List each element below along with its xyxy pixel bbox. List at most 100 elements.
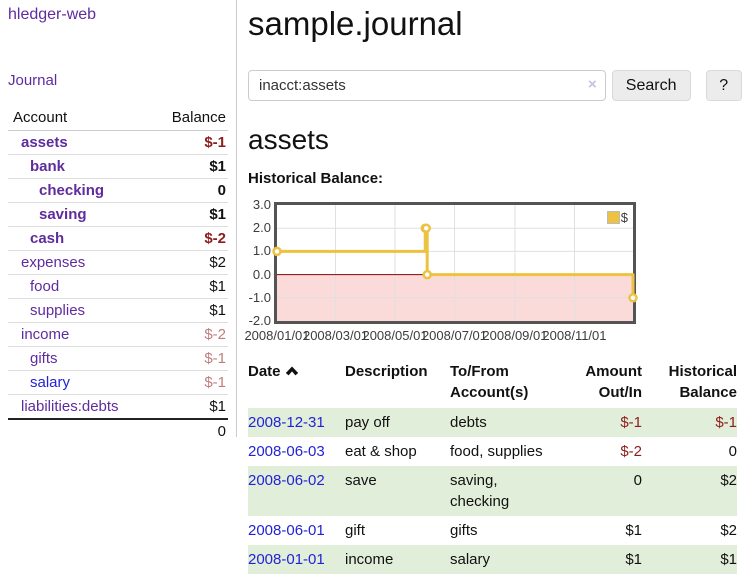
account-balance: $-2 bbox=[149, 226, 228, 251]
account-balance: $1 bbox=[149, 274, 228, 299]
legend-label: $ bbox=[620, 210, 628, 225]
x-axis-tick-label: 2008/03/01 bbox=[302, 328, 369, 343]
balance-column-header: Balance bbox=[149, 106, 228, 131]
x-axis-tick-label: 2008/11/01 bbox=[542, 328, 607, 343]
transaction-row: 2008-06-02 save saving, checking 0 $2 bbox=[248, 466, 737, 516]
y-axis-tick-label: 3.0 bbox=[252, 197, 271, 212]
accounts-column-header: To/From Account(s) bbox=[450, 363, 529, 401]
account-link-assets[interactable]: assets bbox=[21, 134, 68, 151]
y-axis-tick-label: 1.0 bbox=[252, 243, 271, 259]
account-link-bank[interactable]: bank bbox=[30, 158, 66, 175]
register-table: Date Description To/From Account(s) Amou… bbox=[248, 361, 737, 574]
account-balance: $1 bbox=[149, 202, 228, 227]
transaction-row: 2008-01-01 income salary $1 $1 bbox=[248, 545, 737, 574]
account-row-food: food $1 bbox=[8, 274, 228, 299]
transaction-accounts: salary bbox=[450, 551, 491, 568]
sidebar: hledger-web Journal Account Balance asse… bbox=[0, 0, 236, 443]
account-link-liabilities-debts[interactable]: liabilities:debts bbox=[21, 398, 119, 415]
account-link-checking[interactable]: checking bbox=[39, 182, 105, 199]
account-row-checking: checking 0 bbox=[8, 178, 228, 203]
account-row-expenses: expenses $2 bbox=[8, 250, 228, 275]
transaction-date-link[interactable]: 2008-06-01 bbox=[248, 522, 325, 539]
account-row-assets: assets $-1 bbox=[8, 130, 228, 155]
register-header-row: Date Description To/From Account(s) Amou… bbox=[248, 361, 737, 408]
transaction-date-link[interactable]: 2008-06-02 bbox=[248, 472, 325, 489]
legend-swatch-icon bbox=[606, 211, 620, 224]
transaction-amount: $-1 bbox=[620, 414, 642, 431]
y-axis-tick-label: -1.0 bbox=[248, 289, 271, 305]
account-balance: $-1 bbox=[149, 346, 228, 371]
transaction-row: 2008-12-31 pay off debts $-1 $-1 bbox=[248, 408, 737, 437]
account-balance: $-1 bbox=[149, 370, 228, 395]
transaction-date-link[interactable]: 2008-01-01 bbox=[248, 551, 325, 568]
balance-column-header: Historical Balance bbox=[668, 363, 737, 401]
page-title: sample.journal bbox=[248, 5, 463, 42]
clear-search-icon[interactable]: × bbox=[588, 76, 597, 93]
sidebar-item-journal[interactable]: Journal bbox=[8, 72, 58, 89]
chart-canvas bbox=[272, 205, 638, 321]
x-axis-tick-label: 2008/01/01 bbox=[244, 328, 310, 343]
account-row-saving: saving $1 bbox=[8, 202, 228, 227]
account-row-bank: bank $1 bbox=[8, 154, 228, 179]
account-balance: $-1 bbox=[149, 130, 228, 155]
search-bar: × Search ? bbox=[248, 70, 742, 101]
account-link-income[interactable]: income bbox=[21, 326, 70, 343]
transaction-balance: $-1 bbox=[715, 414, 737, 431]
account-balance: $1 bbox=[149, 154, 228, 179]
chart-legend: $ bbox=[606, 210, 628, 225]
transaction-amount: $1 bbox=[625, 522, 642, 539]
account-balance: 0 bbox=[149, 178, 228, 203]
account-column-header: Account bbox=[8, 106, 150, 131]
transaction-date-link[interactable]: 2008-06-03 bbox=[248, 443, 325, 460]
y-axis-tick-label: -2.0 bbox=[248, 313, 271, 328]
amount-column-header: Amount Out/In bbox=[585, 363, 642, 401]
x-axis-tick-label: 2008/09/01 bbox=[482, 328, 548, 343]
account-row-income: income $-2 bbox=[8, 322, 228, 347]
app-title-link[interactable]: hledger-web bbox=[8, 6, 97, 23]
transaction-row: 2008-06-03 eat & shop food, supplies $-2… bbox=[248, 437, 737, 466]
transaction-description: income bbox=[345, 551, 394, 568]
account-row-supplies: supplies $1 bbox=[8, 298, 228, 323]
accounts-total-row: 0 bbox=[8, 418, 228, 443]
transaction-accounts: debts bbox=[450, 414, 487, 431]
y-axis-tick-label: 2.0 bbox=[252, 220, 271, 236]
help-button[interactable]: ? bbox=[705, 70, 742, 101]
account-link-food[interactable]: food bbox=[30, 278, 60, 295]
accounts-header-row: Account Balance bbox=[8, 106, 228, 131]
historical-balance-chart: $ 3.0 2.0 1.0 0.0 -1.0 -2.0 2008/01/01 2008/03/… bbox=[244, 197, 648, 343]
account-link-gifts[interactable]: gifts bbox=[30, 350, 58, 367]
chart-label: Historical Balance: bbox=[248, 170, 384, 187]
sort-ascending-icon bbox=[285, 362, 299, 383]
accounts-total-value: 0 bbox=[149, 418, 228, 443]
account-link-salary[interactable]: salary bbox=[30, 374, 71, 391]
account-link-expenses[interactable]: expenses bbox=[21, 254, 86, 271]
transaction-description: save bbox=[345, 472, 377, 489]
transaction-balance: $1 bbox=[720, 551, 737, 568]
transaction-balance: 0 bbox=[728, 443, 737, 460]
transaction-amount: $1 bbox=[625, 551, 642, 568]
transaction-amount: $-2 bbox=[620, 443, 642, 460]
transaction-description: gift bbox=[345, 522, 366, 539]
chart-plot-area: $ bbox=[272, 202, 638, 324]
transaction-amount: 0 bbox=[633, 472, 642, 489]
transaction-accounts: saving, checking bbox=[450, 472, 510, 510]
date-header-label: Date bbox=[248, 363, 281, 380]
x-axis-tick-label: 2008/05/01 bbox=[362, 328, 428, 343]
account-link-supplies[interactable]: supplies bbox=[30, 302, 86, 319]
transaction-description: eat & shop bbox=[345, 443, 417, 460]
account-link-saving[interactable]: saving bbox=[39, 206, 87, 223]
transaction-accounts: food, supplies bbox=[450, 443, 543, 460]
account-balance: $-2 bbox=[149, 322, 228, 347]
date-column-header[interactable]: Date bbox=[248, 361, 345, 408]
account-row-liabilities-debts: liabilities:debts $1 bbox=[8, 394, 228, 420]
account-link-cash[interactable]: cash bbox=[30, 230, 65, 247]
transaction-date-link[interactable]: 2008-12-31 bbox=[248, 414, 325, 431]
account-row-gifts: gifts $-1 bbox=[8, 346, 228, 371]
transaction-row: 2008-06-01 gift gifts $1 $2 bbox=[248, 516, 737, 545]
x-axis-tick-label: 2008/07/01 bbox=[421, 328, 488, 343]
search-button[interactable]: Search bbox=[611, 70, 691, 101]
account-balance: $1 bbox=[149, 298, 228, 323]
account-row-cash: cash $-2 bbox=[8, 226, 228, 251]
search-input[interactable] bbox=[248, 70, 606, 101]
accounts-balance-table: Account Balance assets $-1 bank $1 check… bbox=[8, 106, 228, 443]
